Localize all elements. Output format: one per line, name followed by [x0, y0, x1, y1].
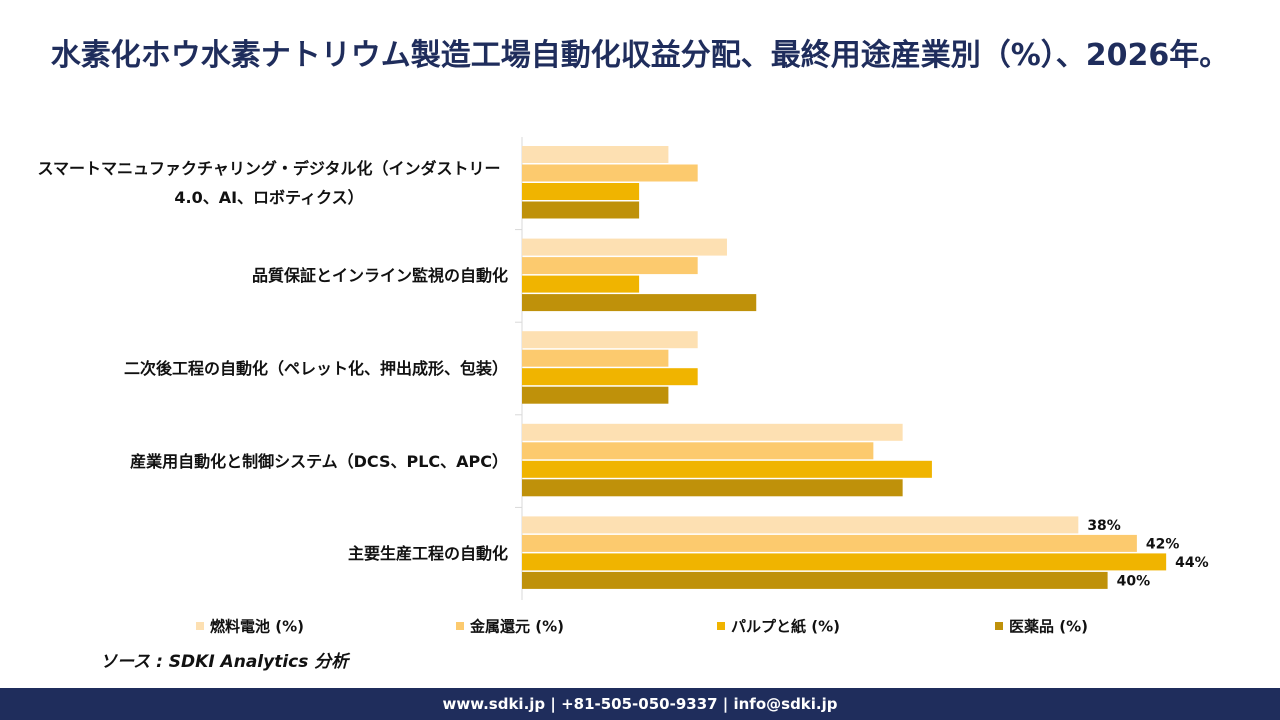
bar [522, 331, 698, 349]
bar [522, 146, 669, 163]
bar [522, 386, 669, 404]
source-note: ソース : SDKI Analytics 分析 [100, 652, 349, 672]
value-label: 44% [1175, 555, 1209, 571]
legend-marker [995, 622, 1003, 630]
bar [522, 516, 1079, 534]
bar [522, 571, 1108, 589]
category-label: 二次後工程の自動化（ペレット化、押出成形、包装） [30, 354, 508, 383]
bar [522, 368, 698, 386]
category-text: 主要生産工程の自動化 [347, 544, 508, 564]
bar [522, 183, 640, 200]
legend-label: 金属還元 (%) [469, 618, 564, 636]
legend-marker [196, 622, 204, 630]
bar [522, 460, 932, 478]
category-label: 産業用自動化と制御システム（DCS、PLC、APC） [30, 447, 508, 476]
bar [522, 553, 1167, 571]
legend-marker [456, 622, 464, 630]
bar [522, 349, 669, 367]
category-label: スマートマニュファクチャリング・デジタル化（インダストリー4.0、AI、ロボティ… [30, 154, 508, 212]
chart-title: 水素化ホウ水素ナトリウム製造工場自動化収益分配、最終用途産業別（%）、2026年… [50, 38, 1230, 73]
bar [522, 257, 698, 275]
legend-marker [717, 622, 725, 630]
bar [522, 164, 698, 182]
legend-label: 医薬品 (%) [1009, 618, 1088, 636]
bar [522, 294, 757, 312]
bar [522, 534, 1137, 552]
legend-label: パルプと紙 (%) [731, 618, 840, 636]
value-label: 40% [1117, 573, 1151, 589]
value-label: 38% [1087, 518, 1121, 534]
category-text: 品質保証とインライン監視の自動化 [251, 266, 508, 286]
legend-label: 燃料電池 (%) [210, 618, 304, 636]
category-label: 主要生産工程の自動化 [30, 539, 508, 568]
category-text: スマートマニュファクチャリング・デジタル化（インダストリー4.0、AI、ロボティ… [37, 159, 501, 208]
category-text: 産業用自動化と制御システム（DCS、PLC、APC） [130, 451, 508, 471]
bar [522, 479, 903, 497]
footer: www.sdki.jp | +81-505-050-9337 | info@sd… [0, 688, 1280, 720]
bar [522, 238, 727, 256]
category-text: 二次後工程の自動化（ペレット化、押出成形、包装） [123, 359, 508, 378]
category-label: 品質保証とインライン監視の自動化 [30, 261, 508, 290]
bar [522, 423, 903, 441]
bar [522, 442, 874, 460]
bar [522, 201, 640, 219]
value-label: 42% [1146, 536, 1180, 552]
bar [522, 275, 640, 293]
